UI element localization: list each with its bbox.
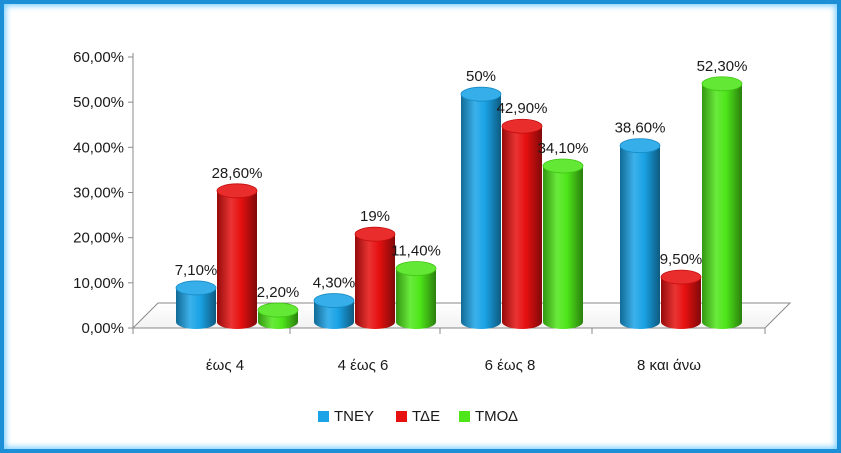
legend-label: ΤΜΟΔ — [475, 408, 518, 425]
bar — [461, 94, 501, 330]
data-label: 42,90% — [497, 100, 548, 117]
bar — [661, 277, 701, 329]
bar-top — [257, 302, 299, 318]
bar — [314, 300, 354, 329]
bar-top — [313, 293, 355, 308]
x-tick-label: 4 έως 6 — [338, 357, 389, 374]
y-tick-label: 30,00% — [73, 185, 124, 202]
x-tick-label: έως 4 — [206, 357, 244, 374]
data-label: 52,30% — [697, 58, 748, 75]
x-tick-label: 6 έως 8 — [485, 357, 536, 374]
legend-label: ΤΝΕΥ — [334, 408, 374, 425]
legend-swatch — [318, 411, 329, 422]
bar — [502, 126, 542, 329]
bar — [702, 83, 742, 329]
bar — [217, 190, 257, 329]
bar — [620, 145, 660, 329]
data-label: 28,60% — [212, 165, 263, 182]
data-label: 7,10% — [175, 262, 218, 279]
data-label: 4,30% — [313, 275, 356, 292]
legend-label: ΤΔΕ — [412, 408, 440, 425]
data-label: 2,20% — [257, 284, 300, 301]
y-tick-label: 20,00% — [73, 230, 124, 247]
data-label: 38,60% — [615, 120, 666, 137]
y-tick-label: 40,00% — [73, 139, 124, 156]
bar — [176, 287, 216, 329]
bar — [355, 234, 395, 329]
bar-top — [619, 138, 661, 154]
bar-top — [660, 269, 702, 285]
data-label: 11,40% — [391, 243, 441, 260]
data-label: 9,50% — [660, 251, 703, 268]
y-tick-label: 10,00% — [73, 275, 124, 292]
legend-swatch — [396, 411, 407, 422]
bar-top — [701, 76, 743, 92]
chart-legend: ΤΝΕΥ ΤΔΕ ΤΜΟΔ — [318, 408, 518, 425]
bar-top — [395, 261, 437, 276]
bar-top — [460, 86, 502, 102]
y-tick-label: 0,00% — [81, 320, 124, 337]
y-tick-label: 60,00% — [73, 49, 124, 66]
data-label: 19% — [360, 208, 390, 225]
bar — [543, 165, 583, 329]
data-label: 50% — [466, 68, 496, 85]
bar-top — [216, 183, 258, 199]
bar-top — [501, 118, 543, 134]
bar-top — [175, 280, 217, 296]
bar-top — [354, 226, 396, 242]
data-label: 34,10% — [538, 140, 589, 157]
bar-top — [542, 158, 584, 174]
y-tick-label: 50,00% — [73, 94, 124, 111]
legend-swatch — [459, 411, 470, 422]
chart-data-labels: 7,10% 28,60% 2,20% 4,30% 19% 11,40% 50%42,90% 3… — [175, 58, 748, 301]
bar — [396, 268, 436, 329]
x-tick-label: 8 και άνω — [637, 357, 701, 374]
chart-bars — [175, 76, 743, 330]
